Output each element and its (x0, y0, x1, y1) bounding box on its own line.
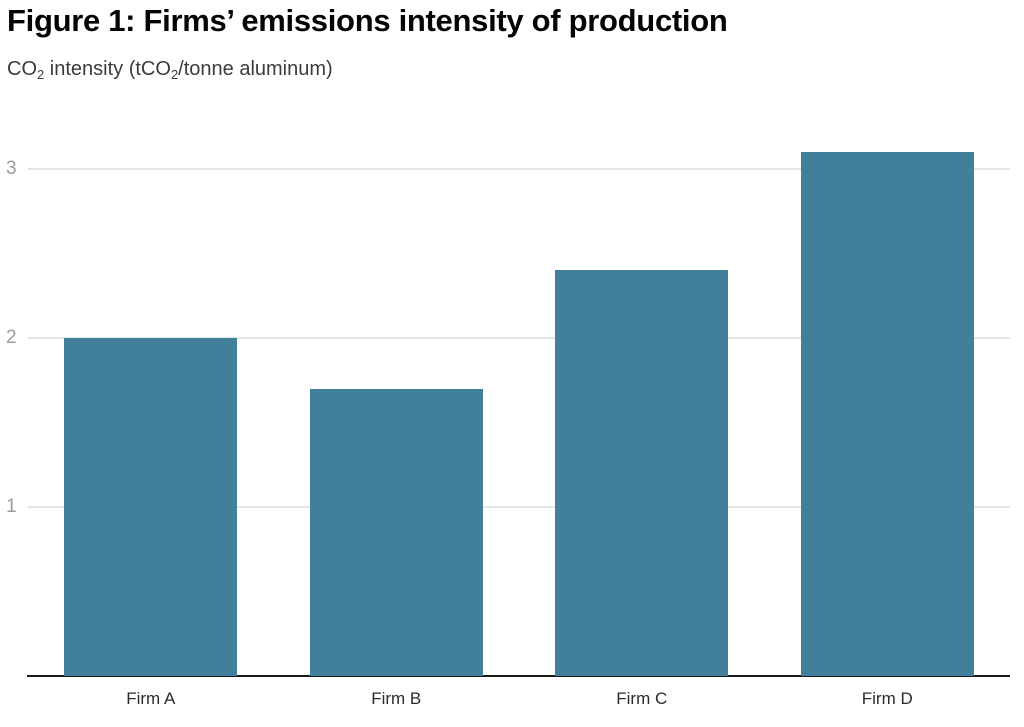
gridline-y-3 (28, 168, 1010, 171)
bar-firm-b (309, 388, 483, 676)
band-firm-b (274, 115, 520, 676)
y-axis-tick-labels: 1 2 3 (0, 115, 26, 676)
x-axis-labels: Firm A Firm B Firm C Firm D (28, 689, 1010, 709)
x-axis-label-firm-b: Firm B (371, 689, 422, 708)
unit-text: /tonne aluminum) (178, 58, 333, 80)
bar-firm-a (64, 338, 238, 676)
unit-subscript: 2 (170, 67, 179, 82)
x-axis-label-firm-a: Firm A (126, 689, 176, 708)
gridline-y-2 (28, 337, 1010, 340)
x-axis-label-firm-c: Firm C (616, 689, 668, 708)
y-axis-unit-label: CO2 intensity (tCO2/tonne aluminum) (7, 58, 333, 81)
band-firm-c (519, 115, 765, 676)
unit-subscript: 2 (37, 67, 45, 82)
y-tick-label-3: 3 (6, 158, 17, 180)
band-firm-d (765, 115, 1011, 676)
band-firm-a (28, 115, 274, 676)
unit-text: CO (7, 58, 37, 80)
gridline-y-1 (28, 506, 1010, 509)
figure-title: Figure 1: Firms’ emissions intensity of … (7, 3, 728, 38)
x-axis-label-firm-d: Firm D (861, 689, 913, 708)
bar-firm-d (800, 152, 974, 676)
y-tick-label-1: 1 (6, 496, 17, 518)
bar-firm-c (555, 270, 729, 676)
bar-group (28, 115, 1010, 676)
x-axis-line (27, 675, 1010, 677)
unit-text: intensity (tCO (44, 58, 171, 80)
y-tick-label-2: 2 (6, 327, 17, 349)
plot-area (28, 115, 1010, 676)
